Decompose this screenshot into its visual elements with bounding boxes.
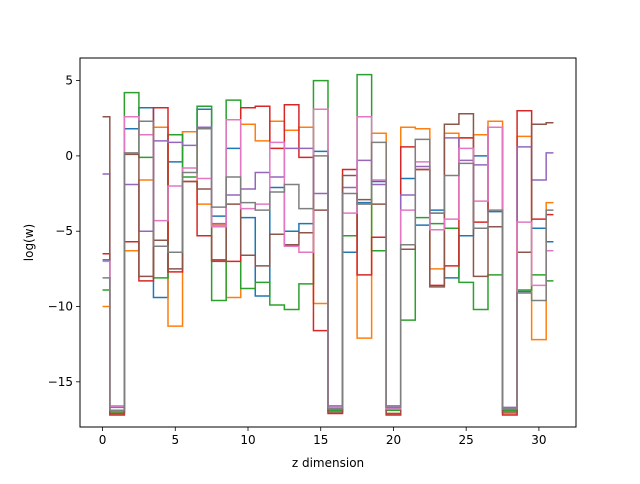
x-tick-label: 10 (240, 433, 255, 447)
x-tick-label: 5 (171, 433, 179, 447)
y-tick-label: −10 (48, 300, 73, 314)
x-axis: 0 5 10 15 20 25 30 (99, 427, 547, 447)
plot-frame (79, 57, 577, 428)
series-line-8 (102, 120, 554, 412)
series-layer (102, 73, 554, 416)
x-tick-label: 0 (99, 433, 107, 447)
y-tick-label: −5 (55, 224, 73, 238)
y-tick-label: 5 (65, 74, 73, 88)
x-tick-label: 20 (386, 433, 401, 447)
y-axis-label: log(w) (22, 224, 36, 261)
x-tick-label: 30 (531, 433, 546, 447)
y-tick-label: −15 (48, 375, 73, 389)
y-tick-label: 0 (65, 149, 73, 163)
y-axis: −15 −10 −5 0 5 (48, 74, 80, 389)
x-tick-label: 25 (459, 433, 474, 447)
x-tick-label: 15 (313, 433, 328, 447)
x-axis-label: z dimension (292, 456, 364, 470)
